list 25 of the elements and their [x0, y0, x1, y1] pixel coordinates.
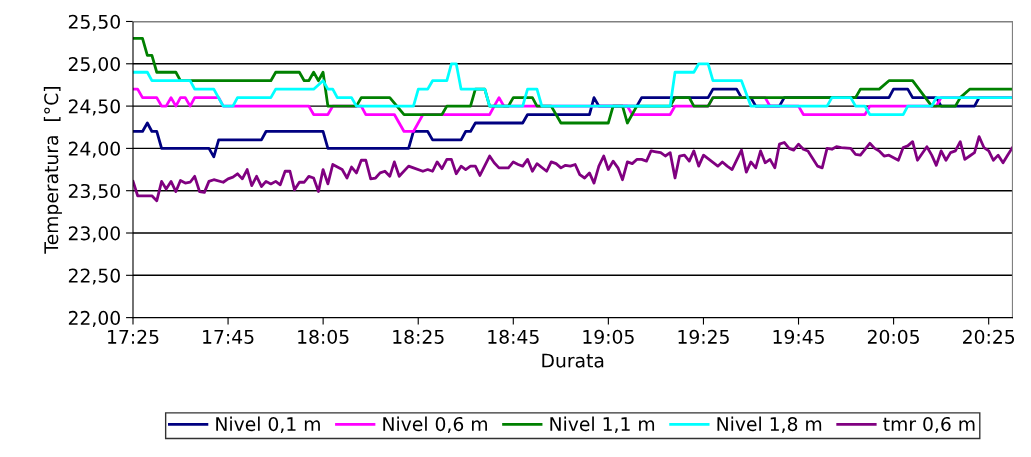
y-tick-label: 22,00	[68, 310, 120, 327]
x-tick-label: 18:45	[488, 329, 539, 344]
legend-label: Nivel 1,8 m	[717, 416, 822, 434]
x-tick-label: 17:25	[108, 329, 159, 344]
y-tick-label: 23,00	[68, 226, 120, 243]
y-axis-title: Temperatura [°C]	[43, 87, 62, 254]
x-tick-label: 19:45	[773, 329, 824, 344]
x-tick-label: 18:05	[298, 329, 349, 344]
legend-label: Nivel 1,1 m	[550, 416, 655, 434]
y-tick-label: 25,50	[68, 14, 120, 31]
x-tick-label: 17:45	[203, 330, 254, 344]
y-tick-label: 24,50	[68, 99, 120, 116]
x-tick-label: 20:05	[867, 329, 919, 344]
legend-label: tmr 0,6 m	[883, 416, 975, 434]
legend-label: Nivel 0,1 m	[216, 416, 320, 434]
y-tick-label: 25,00	[68, 56, 120, 74]
x-axis-title: Durata	[542, 353, 604, 368]
y-tick-label: 22,50	[68, 268, 120, 285]
x-tick-label: 20:25	[963, 329, 1015, 344]
y-tick-label: 23,50	[68, 183, 120, 200]
legend-label: Nivel 0,6 m	[383, 416, 487, 434]
y-tick-label: 24,00	[68, 141, 120, 158]
x-tick-label: 18:25	[393, 329, 444, 344]
x-tick-label: 19:25	[678, 329, 729, 344]
x-tick-label: 19:05	[583, 329, 634, 344]
